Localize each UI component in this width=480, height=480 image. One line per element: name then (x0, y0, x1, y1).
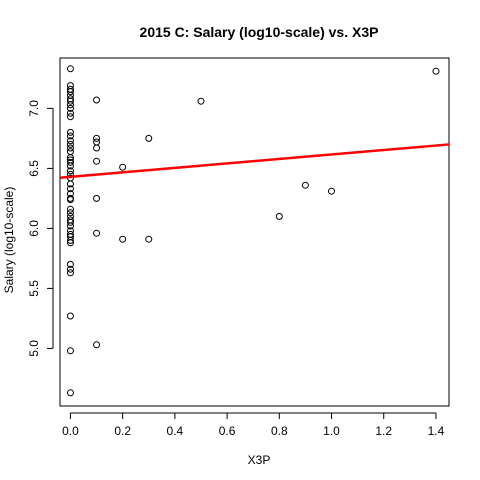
plot-frame (60, 58, 449, 406)
y-tick-label: 7.0 (27, 100, 41, 117)
data-point (94, 230, 100, 236)
data-point (198, 98, 204, 104)
x-tick-label: 0.2 (114, 424, 131, 438)
data-point (67, 149, 73, 155)
y-axis-title: Salary (log10-scale) (2, 187, 16, 294)
data-point (94, 97, 100, 103)
regression-line (60, 144, 449, 177)
x-tick-label: 0.8 (271, 424, 288, 438)
data-point (120, 236, 126, 242)
x-tick-label: 1.0 (323, 424, 340, 438)
data-point (67, 114, 73, 120)
data-point (302, 182, 308, 188)
data-point (329, 188, 335, 194)
plot-border (60, 58, 449, 406)
data-points (67, 66, 439, 396)
data-point (146, 135, 152, 141)
x-tick-label: 0.6 (219, 424, 236, 438)
y-tick-label: 6.5 (27, 160, 41, 177)
data-point (120, 164, 126, 170)
data-point (67, 313, 73, 319)
x-tick-label: 1.4 (428, 424, 445, 438)
data-point (94, 342, 100, 348)
data-point (67, 390, 73, 396)
y-tick-label: 5.0 (27, 340, 41, 357)
data-point (67, 348, 73, 354)
data-point (94, 158, 100, 164)
x-axis-title: X3P (248, 453, 271, 467)
data-point (94, 145, 100, 151)
y-tick-label: 6.0 (27, 220, 41, 237)
data-point (67, 66, 73, 72)
x-axis: 0.0 0.2 0.4 0.6 0.8 1.0 1.2 1.4 (62, 413, 445, 438)
x-tick-label: 0.4 (167, 424, 184, 438)
data-point (433, 68, 439, 74)
x-tick-label: 0.0 (62, 424, 79, 438)
chart-title: 2015 C: Salary (log10-scale) vs. X3P (140, 24, 379, 40)
regression-line-layer (60, 144, 449, 177)
data-point (67, 270, 73, 276)
data-point (146, 236, 152, 242)
data-point (94, 195, 100, 201)
y-tick-label: 5.5 (27, 280, 41, 297)
x-tick-label: 1.2 (375, 424, 392, 438)
data-point (276, 213, 282, 219)
y-axis: 5.0 5.5 6.0 6.5 7.0 (27, 100, 53, 357)
data-point (94, 139, 100, 145)
